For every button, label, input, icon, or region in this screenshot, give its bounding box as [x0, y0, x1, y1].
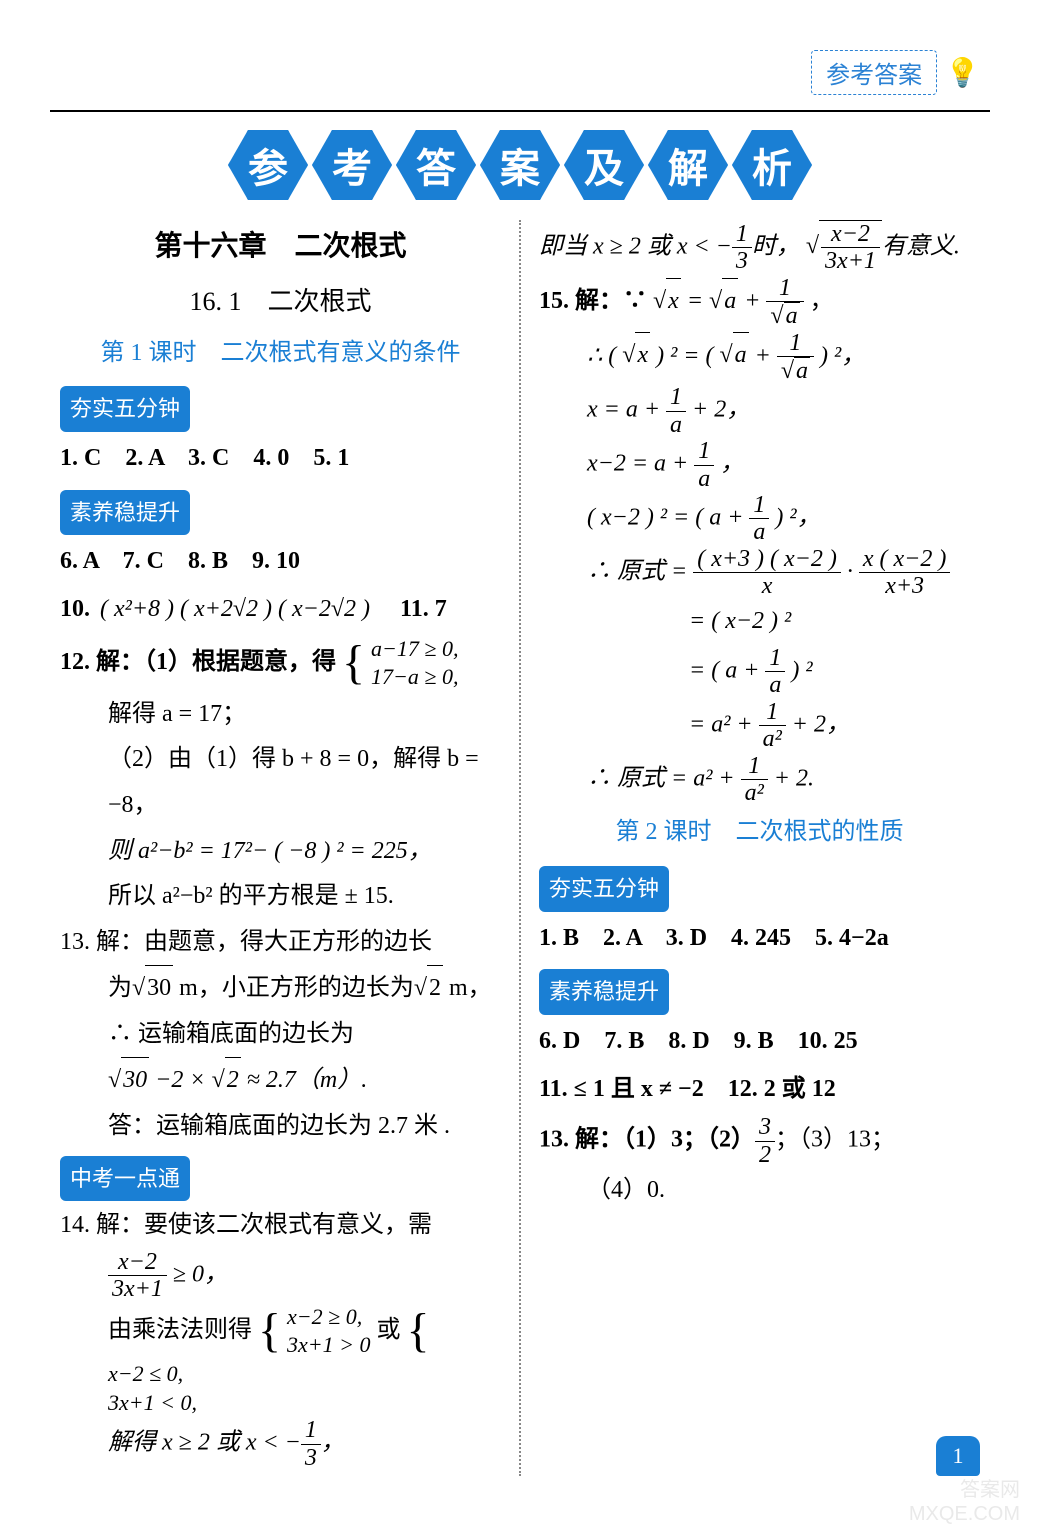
- title-banner: 参 考 答 案 及 解 析: [0, 130, 1040, 200]
- q15-line6: ∴ 原式 = ( x+3 ) ( x−2 )x · x ( x−2 )x+3: [539, 546, 980, 600]
- answers-row: 6. A 7. C 8. B 9. 10: [60, 539, 501, 585]
- header-badge: 参考答案 💡: [811, 50, 980, 95]
- tag-improve: 素养稳提升: [60, 490, 190, 536]
- q15-line5: ( x−2 ) ² = ( a + 1a ) ²，: [539, 492, 980, 546]
- q14-frac: x−23x+1 ≥ 0，: [60, 1249, 501, 1303]
- header-divider: [50, 110, 990, 112]
- tag-foundational: 夯实五分钟: [60, 386, 190, 432]
- q13-line: 13. 解：（1）3；（2）32；（3）13；: [539, 1114, 980, 1168]
- answers-row: 6. D 7. B 8. D 9. B 10. 25: [539, 1019, 980, 1065]
- q15-line1: 15. 解：∵ x = a + 1a ，: [539, 275, 980, 330]
- q12-line5: 则 a²−b² = 17²− ( −8 ) ² = 225，: [60, 829, 501, 875]
- q14-line4: 解得 x ≥ 2 或 x < −13，: [60, 1417, 501, 1471]
- q12-line1: 12. 解：（1）根据题意，得 { a−17 ≥ 0, 17−a ≥ 0,: [60, 635, 501, 692]
- q12-line3: （2）由（1）得 b + 8 = 0，解得 b =: [60, 737, 501, 783]
- hex-char: 考: [312, 130, 392, 200]
- hex-char: 解: [648, 130, 728, 200]
- tag-improve-2: 素养稳提升: [539, 969, 669, 1015]
- q13-line4: 30 −2 × 2 ≈ 2.7（m）.: [60, 1057, 501, 1104]
- r-topline: 即当 x ≥ 2 或 x < −13时， x−2 3x+1有意义.: [539, 220, 980, 275]
- lesson-1-title: 第 1 课时 二次根式有意义的条件: [60, 331, 501, 377]
- right-column: 即当 x ≥ 2 或 x < −13时， x−2 3x+1有意义. 15. 解：…: [519, 220, 980, 1476]
- hex-char: 析: [732, 130, 812, 200]
- q15-line3: x = a + 1a + 2，: [539, 384, 980, 438]
- q15-line9: = a² + 1a² + 2，: [539, 699, 980, 753]
- q13-line3: ∴ 运输箱底面的边长为: [60, 1012, 501, 1058]
- q10-expr: ( x²+8 ) ( x+2√2 ) ( x−2√2 ): [100, 596, 370, 622]
- left-column: 第十六章 二次根式 16. 1 二次根式 第 1 课时 二次根式有意义的条件 夯…: [60, 220, 519, 1476]
- page-number: 1: [936, 1436, 980, 1476]
- chapter-title: 第十六章 二次根式: [60, 220, 501, 273]
- watermark: 答案网MXQE.COM: [909, 1478, 1020, 1526]
- q13-line5: 答：运输箱底面的边长为 2.7 米 .: [60, 1104, 501, 1150]
- tag-exam: 中考一点通: [60, 1156, 190, 1202]
- q15-line10: ∴ 原式 = a² + 1a² + 2.: [539, 753, 980, 807]
- q12-line6: 所以 a²−b² 的平方根是 ± 15.: [60, 874, 501, 920]
- q15-line2: ∴ ( x ) ² = ( a + 1a ) ²，: [539, 330, 980, 385]
- q14-line3: 由乘法法则得 { x−2 ≥ 0,3x+1 > 0 或 { x−2 ≤ 0,3x…: [60, 1303, 501, 1417]
- bulb-icon: 💡: [945, 56, 980, 90]
- header-badge-label: 参考答案: [811, 50, 937, 95]
- answers-row: 1. B 2. A 3. D 4. 245 5. 4−2a: [539, 916, 980, 962]
- tag-foundational-2: 夯实五分钟: [539, 866, 669, 912]
- hex-char: 答: [396, 130, 476, 200]
- q14-line1: 14. 解：要使该二次根式有意义，需: [60, 1203, 501, 1249]
- q11-12: 11. ≤ 1 且 x ≠ −2 12. 2 或 12: [539, 1067, 980, 1113]
- lesson-2-title: 第 2 课时 二次根式的性质: [539, 810, 980, 856]
- q12-line4: −8，: [60, 783, 501, 829]
- q12-line2: 解得 a = 17；: [60, 692, 501, 738]
- q15-line8: = ( a + 1a ) ²: [539, 645, 980, 699]
- q15-line7: = ( x−2 ) ²: [539, 599, 980, 645]
- q10: 10. ( x²+8 ) ( x+2√2 ) ( x−2√2 ) 11. 7: [60, 587, 501, 633]
- q13-line1: 13. 解：由题意，得大正方形的边长: [60, 920, 501, 966]
- hex-char: 参: [228, 130, 308, 200]
- q13-line-b: （4）0.: [539, 1168, 980, 1214]
- q15-line4: x−2 = a + 1a ，: [539, 438, 980, 492]
- hex-char: 案: [480, 130, 560, 200]
- q13-line2: 为30 m，小正方形的边长为2 m，: [60, 965, 501, 1012]
- section-title: 16. 1 二次根式: [60, 277, 501, 326]
- answers-row: 1. C 2. A 3. C 4. 0 5. 1: [60, 436, 501, 482]
- hex-char: 及: [564, 130, 644, 200]
- content-columns: 第十六章 二次根式 16. 1 二次根式 第 1 课时 二次根式有意义的条件 夯…: [60, 220, 980, 1476]
